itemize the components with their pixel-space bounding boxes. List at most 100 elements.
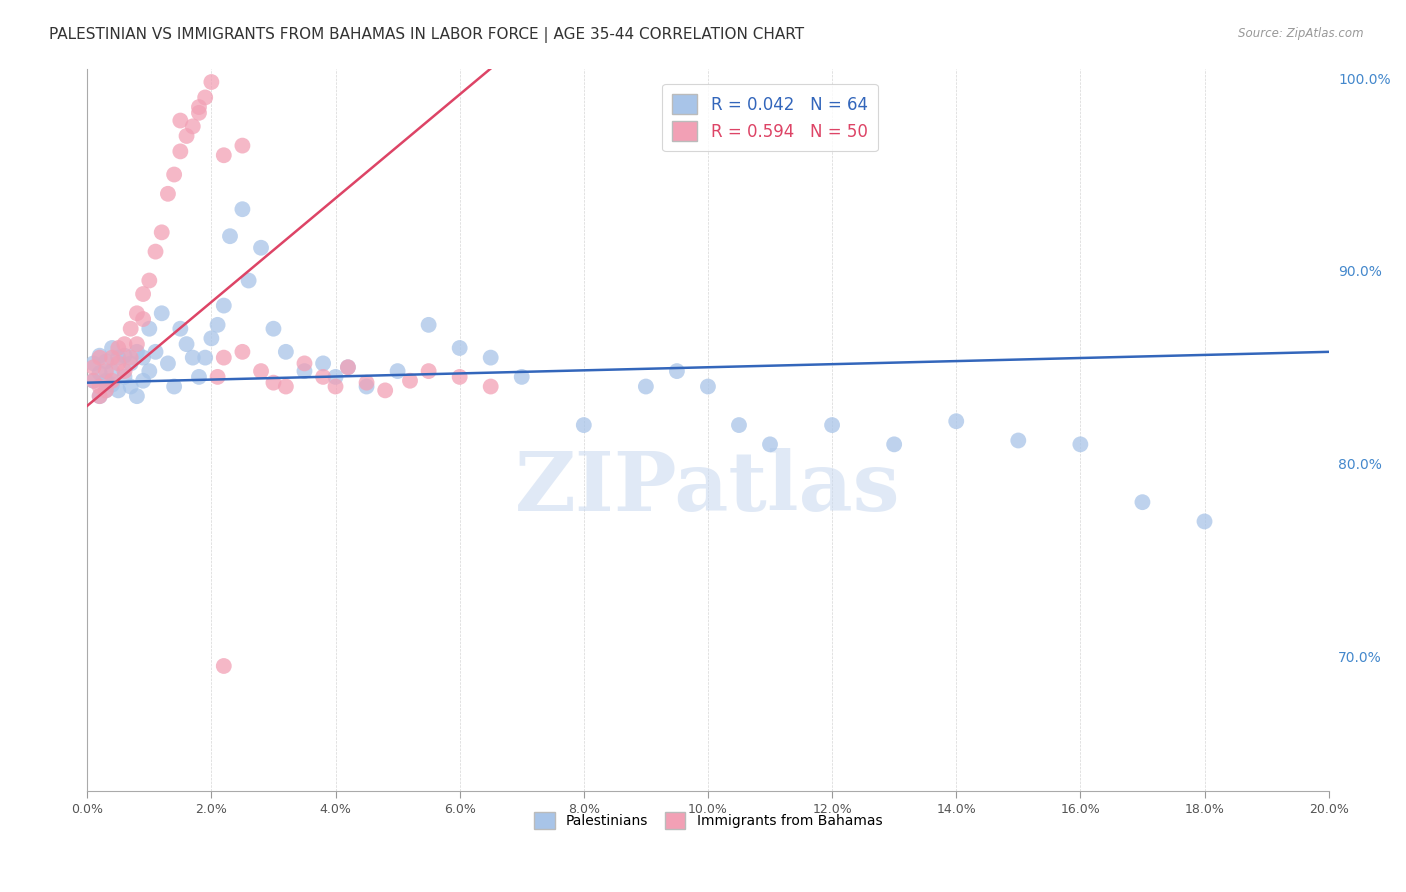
Text: ZIPatlas: ZIPatlas bbox=[515, 448, 901, 528]
Point bbox=[82, 356, 104, 370]
Point bbox=[356, 376, 378, 390]
Point bbox=[150, 306, 173, 320]
Point bbox=[114, 337, 136, 351]
Point bbox=[1069, 437, 1091, 451]
Point bbox=[125, 344, 148, 359]
Point bbox=[219, 229, 242, 244]
Point bbox=[132, 312, 155, 326]
Point bbox=[94, 384, 117, 398]
Point bbox=[120, 351, 142, 365]
Point bbox=[274, 379, 297, 393]
Point bbox=[399, 374, 422, 388]
Point bbox=[107, 356, 129, 370]
Point bbox=[374, 384, 396, 398]
Point bbox=[82, 374, 104, 388]
Point bbox=[150, 225, 173, 239]
Point bbox=[336, 360, 359, 375]
Point bbox=[194, 351, 217, 365]
Point bbox=[101, 374, 124, 388]
Point bbox=[156, 356, 179, 370]
Point bbox=[89, 389, 111, 403]
Point bbox=[94, 384, 117, 398]
Point bbox=[212, 659, 235, 673]
Point bbox=[510, 370, 533, 384]
Point bbox=[101, 351, 124, 365]
Point bbox=[181, 351, 204, 365]
Point bbox=[89, 389, 111, 403]
Point bbox=[176, 128, 198, 143]
Point bbox=[231, 202, 253, 217]
Point bbox=[479, 351, 502, 365]
Point bbox=[212, 148, 235, 162]
Point bbox=[145, 244, 167, 259]
Point bbox=[294, 364, 316, 378]
Point bbox=[883, 437, 905, 451]
Point bbox=[356, 379, 378, 393]
Point bbox=[572, 418, 595, 433]
Point bbox=[181, 120, 204, 134]
Point bbox=[821, 418, 844, 433]
Point bbox=[312, 370, 335, 384]
Point bbox=[312, 356, 335, 370]
Point bbox=[82, 360, 104, 375]
Point bbox=[665, 364, 688, 378]
Point bbox=[89, 349, 111, 363]
Point bbox=[120, 379, 142, 393]
Point bbox=[728, 418, 751, 433]
Point bbox=[176, 337, 198, 351]
Text: Source: ZipAtlas.com: Source: ZipAtlas.com bbox=[1239, 27, 1364, 40]
Point bbox=[163, 379, 186, 393]
Point bbox=[125, 306, 148, 320]
Point bbox=[325, 370, 347, 384]
Point bbox=[114, 364, 136, 378]
Point bbox=[101, 377, 124, 392]
Point bbox=[188, 106, 211, 120]
Point bbox=[101, 341, 124, 355]
Point bbox=[132, 374, 155, 388]
Point bbox=[212, 299, 235, 313]
Point bbox=[138, 273, 160, 287]
Point bbox=[188, 370, 211, 384]
Text: PALESTINIAN VS IMMIGRANTS FROM BAHAMAS IN LABOR FORCE | AGE 35-44 CORRELATION CH: PALESTINIAN VS IMMIGRANTS FROM BAHAMAS I… bbox=[49, 27, 804, 43]
Point bbox=[250, 364, 273, 378]
Point bbox=[89, 351, 111, 365]
Point bbox=[336, 360, 359, 375]
Point bbox=[759, 437, 782, 451]
Point bbox=[114, 349, 136, 363]
Point bbox=[120, 356, 142, 370]
Point bbox=[120, 322, 142, 336]
Point bbox=[200, 75, 222, 89]
Point bbox=[449, 370, 471, 384]
Point bbox=[1007, 434, 1029, 448]
Point bbox=[207, 318, 229, 332]
Legend: Palestinians, Immigrants from Bahamas: Palestinians, Immigrants from Bahamas bbox=[529, 807, 887, 835]
Point bbox=[138, 364, 160, 378]
Point bbox=[94, 364, 117, 378]
Point bbox=[132, 351, 155, 365]
Point bbox=[138, 322, 160, 336]
Point bbox=[163, 168, 186, 182]
Point bbox=[169, 113, 191, 128]
Point bbox=[145, 344, 167, 359]
Point bbox=[188, 100, 211, 114]
Point bbox=[89, 379, 111, 393]
Point bbox=[449, 341, 471, 355]
Point bbox=[479, 379, 502, 393]
Point bbox=[418, 364, 440, 378]
Point bbox=[262, 376, 284, 390]
Point bbox=[250, 241, 273, 255]
Point bbox=[194, 90, 217, 104]
Point bbox=[697, 379, 720, 393]
Point bbox=[212, 351, 235, 365]
Point bbox=[1194, 515, 1216, 529]
Point bbox=[294, 356, 316, 370]
Point bbox=[94, 354, 117, 368]
Point bbox=[169, 145, 191, 159]
Point bbox=[82, 374, 104, 388]
Point bbox=[169, 322, 191, 336]
Point bbox=[107, 351, 129, 365]
Point bbox=[132, 287, 155, 301]
Point bbox=[156, 186, 179, 201]
Point bbox=[1132, 495, 1154, 509]
Point bbox=[101, 364, 124, 378]
